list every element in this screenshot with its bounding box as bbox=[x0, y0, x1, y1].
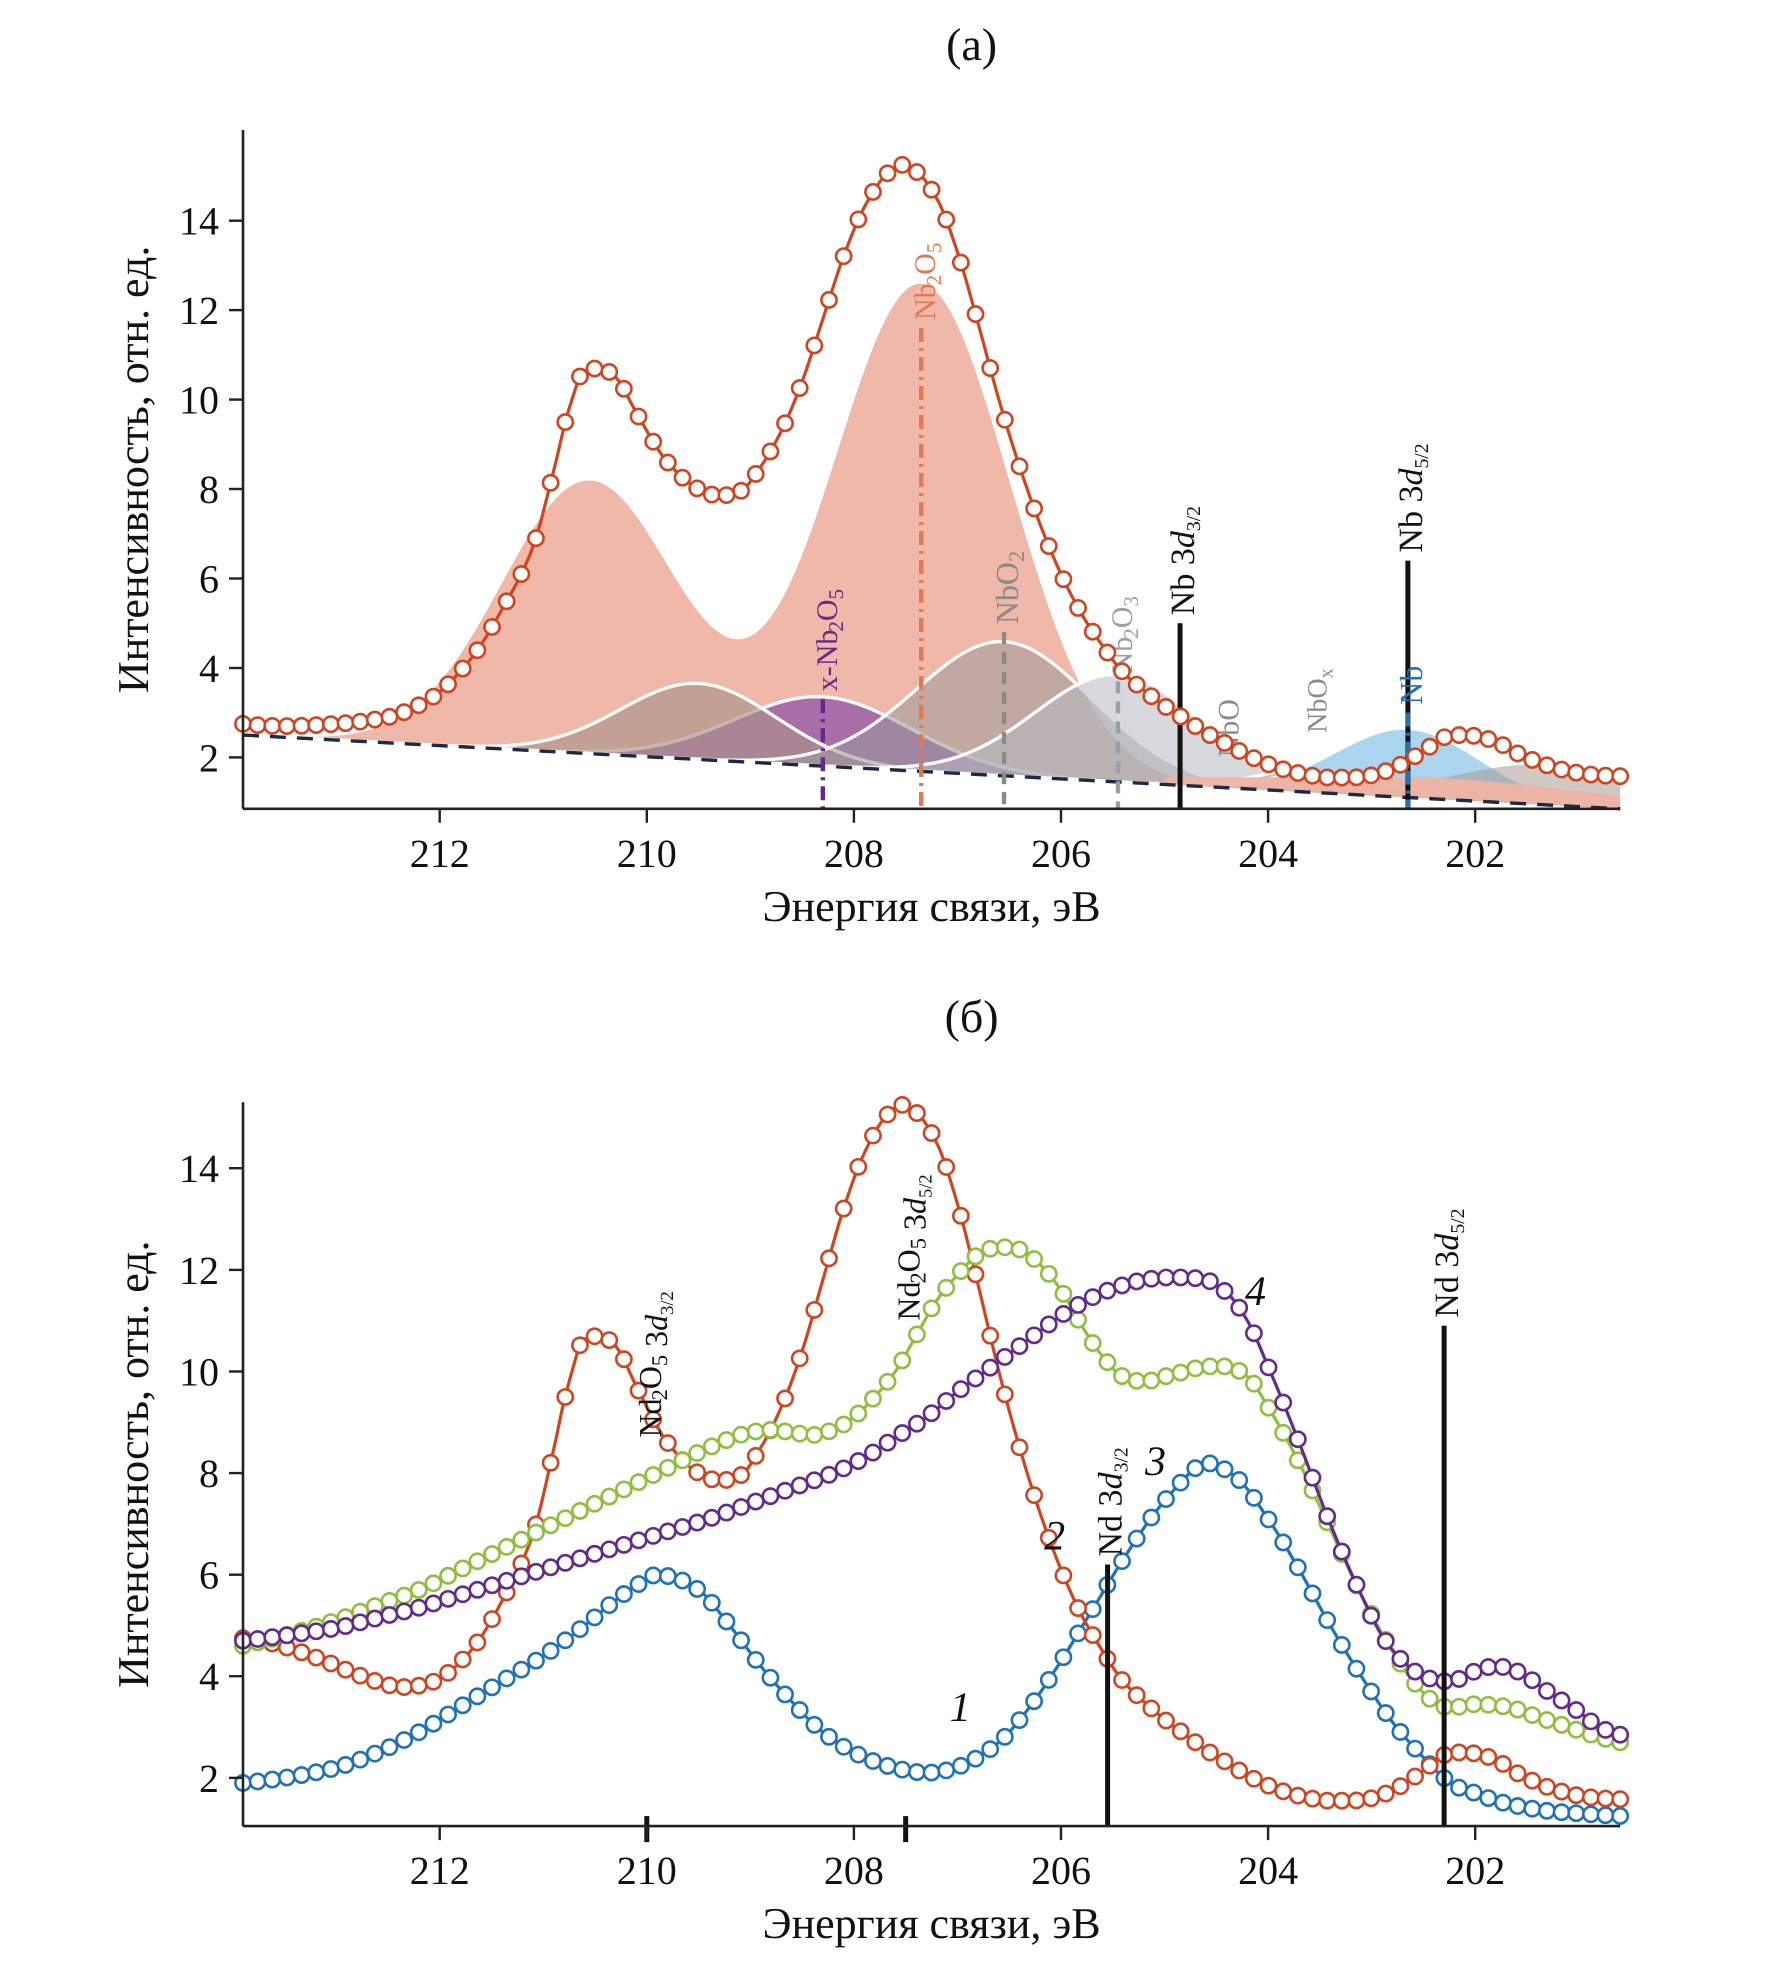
svg-text:Nb: Nb bbox=[1393, 666, 1429, 705]
svg-text:4: 4 bbox=[1245, 1269, 1266, 1315]
svg-text:206: 206 bbox=[1031, 831, 1091, 876]
svg-text:10: 10 bbox=[179, 1350, 219, 1395]
svg-text:212: 212 bbox=[410, 1848, 470, 1893]
svg-text:10: 10 bbox=[179, 378, 219, 423]
svg-text:2: 2 bbox=[199, 1756, 219, 1801]
svg-text:Энергия связи, эВ: Энергия связи, эВ bbox=[763, 1899, 1101, 1948]
svg-text:3: 3 bbox=[1144, 1439, 1166, 1485]
svg-text:(б): (б) bbox=[945, 991, 999, 1042]
svg-text:210: 210 bbox=[617, 831, 677, 876]
svg-text:8: 8 bbox=[199, 1451, 219, 1496]
svg-text:202: 202 bbox=[1445, 1848, 1505, 1893]
svg-text:206: 206 bbox=[1031, 1848, 1091, 1893]
svg-text:210: 210 bbox=[617, 1848, 677, 1893]
svg-text:2: 2 bbox=[199, 735, 219, 780]
svg-text:Интенсивность, отн. ед.: Интенсивность, отн. ед. bbox=[109, 1240, 158, 1687]
svg-text:208: 208 bbox=[824, 831, 884, 876]
svg-text:6: 6 bbox=[199, 1553, 219, 1598]
svg-text:4: 4 bbox=[199, 1654, 219, 1699]
svg-text:14: 14 bbox=[179, 1146, 219, 1191]
svg-text:6: 6 bbox=[199, 557, 219, 602]
svg-text:1: 1 bbox=[950, 1685, 971, 1731]
svg-text:204: 204 bbox=[1238, 831, 1298, 876]
svg-text:202: 202 bbox=[1445, 831, 1505, 876]
svg-text:x-Nb2O5: x-Nb2O5 bbox=[811, 589, 848, 691]
svg-text:12: 12 bbox=[179, 288, 219, 333]
svg-text:(а): (а) bbox=[946, 19, 997, 70]
svg-text:Интенсивность, отн. ед.: Интенсивность, отн. ед. bbox=[109, 246, 158, 693]
svg-text:4: 4 bbox=[199, 646, 219, 691]
svg-text:Энергия связи, эВ: Энергия связи, эВ bbox=[763, 882, 1101, 931]
svg-text:12: 12 bbox=[179, 1248, 219, 1293]
svg-text:208: 208 bbox=[824, 1848, 884, 1893]
svg-text:14: 14 bbox=[179, 199, 219, 244]
svg-text:212: 212 bbox=[410, 831, 470, 876]
svg-text:8: 8 bbox=[199, 467, 219, 512]
svg-text:2: 2 bbox=[1044, 1514, 1065, 1560]
svg-text:204: 204 bbox=[1238, 1848, 1298, 1893]
